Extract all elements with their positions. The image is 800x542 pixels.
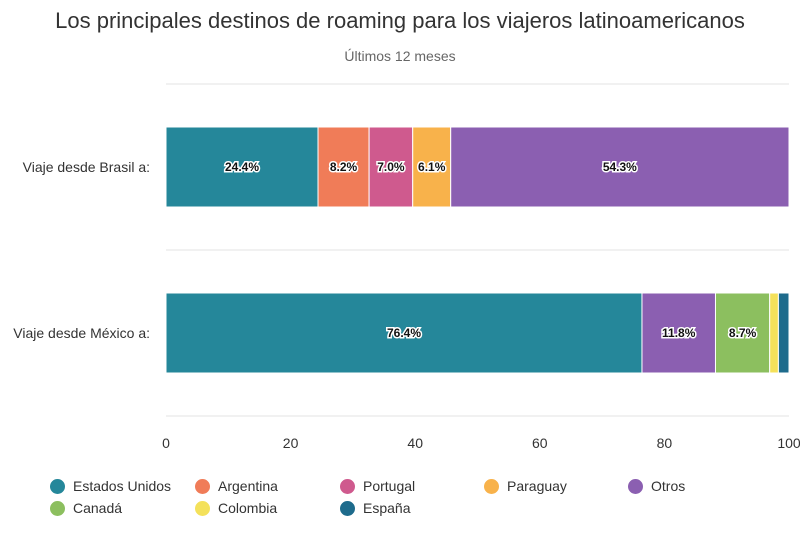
chart-subtitle: Últimos 12 meses [344,48,456,64]
stacked-bar-chart: 0 20 40 60 80 100 Viaje desde Brasil a: 24.4% 8.… [13,83,800,451]
legend-swatch [340,478,355,494]
bar-segment [777,292,790,374]
legend-item[interactable]: Canadá [50,500,122,516]
bar-segment [317,126,370,208]
bar-segment [165,292,643,374]
legend-swatch [484,478,499,494]
legend-label: España [363,500,411,516]
legend-label: Estados Unidos [73,478,172,494]
bar-segment [641,292,716,374]
data-label: 7.0% [377,160,405,174]
legend-swatch [195,478,210,494]
legend-swatch [50,478,65,494]
legend-item[interactable]: Argentina [195,478,278,494]
x-tick-label: 20 [283,435,299,451]
legend-swatch [50,500,65,516]
legend-item[interactable]: Paraguay [484,478,567,494]
legend-label: Otros [651,478,686,494]
legend-label: Paraguay [507,478,567,494]
category-label: Viaje desde Brasil a: [23,159,150,175]
bar-segment [412,126,452,208]
legend-item[interactable]: España [340,500,410,516]
legend-item[interactable]: Portugal [340,478,415,494]
legend-label: Argentina [218,478,278,494]
data-label: 8.2% [330,160,358,174]
data-label: 76.4% [387,326,421,340]
data-label: 6.1% [418,160,446,174]
bar-segment [368,126,414,208]
data-label: 8.7% [729,326,757,340]
data-label: 54.3% [603,160,637,174]
x-tick-label: 60 [532,435,548,451]
chart-title: Los principales destinos de roaming para… [55,8,745,33]
legend-swatch [340,500,355,516]
category-label: Viaje desde México a: [13,325,150,341]
legend-label: Colombia [218,500,278,516]
bar-segment [769,292,779,374]
x-tick-label: 80 [657,435,673,451]
bar-segment [450,126,790,208]
legend-item[interactable]: Colombia [195,500,277,516]
x-tick-label: 0 [162,435,170,451]
legend-swatch [195,500,210,516]
legend-item[interactable]: Estados Unidos [50,478,171,494]
legend-item[interactable]: Otros [628,478,685,494]
legend-label: Canadá [73,500,123,516]
data-label: 24.4% [225,160,259,174]
bar-segment [714,292,771,374]
x-tick-label: 40 [407,435,423,451]
legend-label: Portugal [363,478,416,494]
legend-swatch [628,478,643,494]
data-label: 11.8% [662,326,696,340]
x-tick-label: 100 [777,435,800,451]
